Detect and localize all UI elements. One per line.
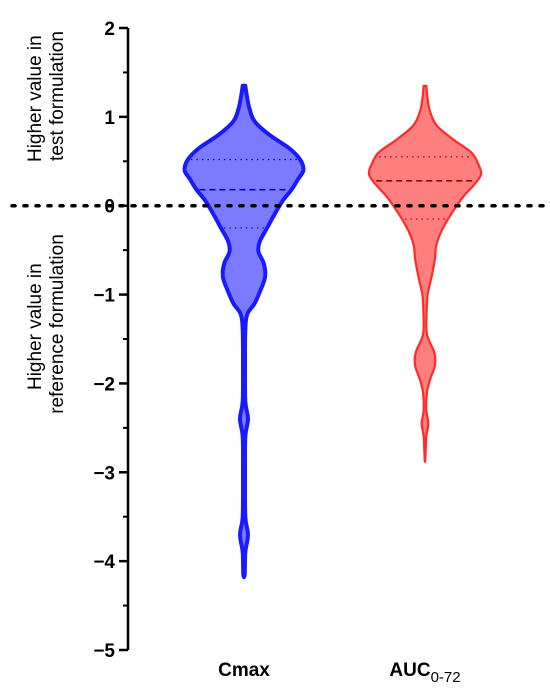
lower-side-label: Higher value in reference formulation [25,234,68,414]
x-axis-categories: Cmax AUC0-72 [218,660,460,686]
y-tick-label: −5 [93,641,115,662]
category-label-0: Cmax [218,660,270,681]
y-tick-label: 1 [104,108,115,129]
y-tick-label: −3 [93,463,115,484]
category-label-subscript: 0-72 [431,669,461,686]
violin-auc [367,84,483,463]
lower-side-label-line-1: Higher value in [25,263,46,390]
y-tick-label: 0 [104,197,115,218]
category-label-main: AUC [389,660,430,681]
category-label-1: AUC0-72 [389,660,460,686]
y-axis: 2 1 0 −1 −2 −3 −4 −5 [93,19,130,662]
y-tick-label: −1 [93,286,115,307]
y-tick-label: 2 [104,19,115,40]
category-label-main: Cmax [218,660,270,681]
upper-side-label: Higher value in test formulation [25,30,68,162]
y-tick-label: −2 [93,374,115,395]
upper-side-label-line-2: test formulation [47,31,68,161]
violins-group [182,83,483,580]
upper-side-label-line-1: Higher value in [25,35,46,162]
violin-cmax [182,83,306,580]
y-tick-label: −4 [93,552,115,573]
lower-side-label-line-2: reference formulation [47,234,68,414]
